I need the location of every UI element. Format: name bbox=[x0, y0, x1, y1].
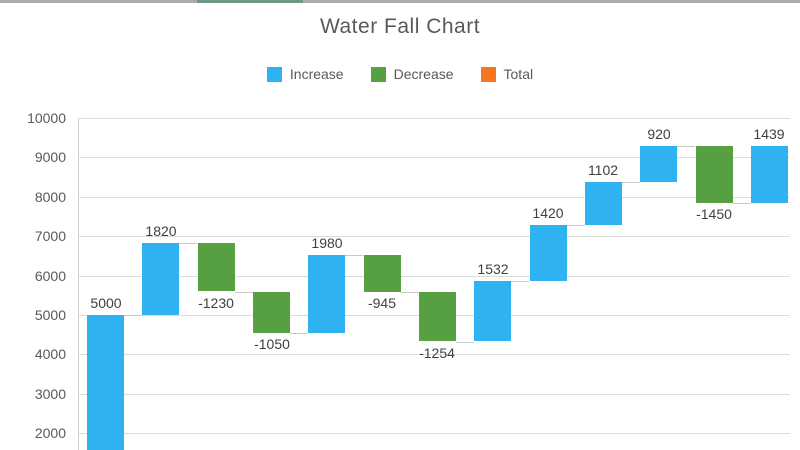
gridline-9000 bbox=[78, 157, 790, 158]
bar-increase-1102[interactable] bbox=[585, 182, 622, 225]
bar-increase-1439[interactable] bbox=[751, 146, 788, 203]
gridline-7000 bbox=[78, 236, 790, 237]
gridline-3000 bbox=[78, 394, 790, 395]
bar-decrease--1450[interactable] bbox=[696, 146, 733, 203]
legend-item-increase[interactable]: Increase bbox=[266, 66, 344, 82]
bar-increase-1980[interactable] bbox=[308, 255, 345, 333]
progress-segment bbox=[197, 0, 303, 3]
bar-label--1450: -1450 bbox=[696, 206, 732, 222]
gridline-2000 bbox=[78, 433, 790, 434]
connector-0 bbox=[124, 315, 142, 316]
gridline-4000 bbox=[78, 354, 790, 355]
bar-label-1820: 1820 bbox=[145, 223, 177, 239]
gridline-8000 bbox=[78, 197, 790, 198]
legend-swatch-decrease bbox=[370, 66, 386, 82]
bar-increase-1532[interactable] bbox=[474, 281, 511, 341]
bar-label-1420: 1420 bbox=[532, 205, 564, 221]
bar-increase-1820[interactable] bbox=[142, 243, 179, 315]
chart-title: Water Fall Chart bbox=[319, 15, 481, 38]
bar-increase-920[interactable] bbox=[640, 146, 677, 182]
connector-7 bbox=[511, 281, 529, 282]
y-axis-tick-9000: 9000 bbox=[34, 149, 66, 165]
bar-decrease--1230[interactable] bbox=[198, 243, 235, 291]
legend-label: Total bbox=[503, 66, 534, 82]
bar-label-1532: 1532 bbox=[477, 261, 509, 277]
chart-legend: Increase Decrease Total bbox=[0, 66, 800, 82]
connector-2 bbox=[235, 292, 253, 293]
y-axis-line bbox=[78, 118, 79, 450]
connector-3 bbox=[290, 333, 308, 334]
connector-1 bbox=[179, 243, 197, 244]
y-axis-tick-8000: 8000 bbox=[34, 189, 66, 205]
y-axis-tick-2000: 2000 bbox=[34, 425, 66, 441]
bar-label-1439: 1439 bbox=[753, 126, 785, 142]
connector-10 bbox=[677, 146, 695, 147]
bar-label-5000: 5000 bbox=[90, 295, 122, 311]
y-axis-tick-6000: 6000 bbox=[34, 268, 66, 284]
gridline-6000 bbox=[78, 276, 790, 277]
connector-5 bbox=[401, 292, 419, 293]
y-axis-tick-10000: 10000 bbox=[27, 110, 66, 126]
connector-11 bbox=[733, 203, 751, 204]
connector-8 bbox=[567, 225, 585, 226]
bar-decrease--945[interactable] bbox=[364, 255, 401, 292]
bar-decrease--1050[interactable] bbox=[253, 292, 290, 333]
gridline-10000 bbox=[78, 118, 790, 119]
legend-swatch-total bbox=[480, 66, 496, 82]
y-axis-tick-3000: 3000 bbox=[34, 386, 66, 402]
bar-increase-5000[interactable] bbox=[87, 315, 124, 450]
y-axis-tick-7000: 7000 bbox=[34, 228, 66, 244]
legend-item-decrease[interactable]: Decrease bbox=[370, 66, 454, 82]
video-progress-bar[interactable] bbox=[0, 0, 800, 3]
bar-label-920: 920 bbox=[647, 126, 671, 142]
bar-label--945: -945 bbox=[367, 295, 397, 311]
legend-label: Increase bbox=[289, 66, 344, 82]
legend-swatch-increase bbox=[266, 66, 282, 82]
bar-label--1050: -1050 bbox=[254, 336, 290, 352]
bar-label-1980: 1980 bbox=[311, 235, 343, 251]
legend-item-total[interactable]: Total bbox=[480, 66, 534, 82]
bar-label--1230: -1230 bbox=[198, 295, 234, 311]
connector-9 bbox=[622, 182, 640, 183]
y-axis-tick-5000: 5000 bbox=[34, 307, 66, 323]
connector-6 bbox=[456, 342, 474, 343]
bar-label-1102: 1102 bbox=[587, 162, 619, 178]
y-axis-tick-4000: 4000 bbox=[34, 346, 66, 362]
legend-label: Decrease bbox=[393, 66, 454, 82]
bar-label--1254: -1254 bbox=[419, 345, 455, 361]
connector-4 bbox=[345, 255, 363, 256]
bar-decrease--1254[interactable] bbox=[419, 292, 456, 341]
bar-increase-1420[interactable] bbox=[530, 225, 567, 281]
